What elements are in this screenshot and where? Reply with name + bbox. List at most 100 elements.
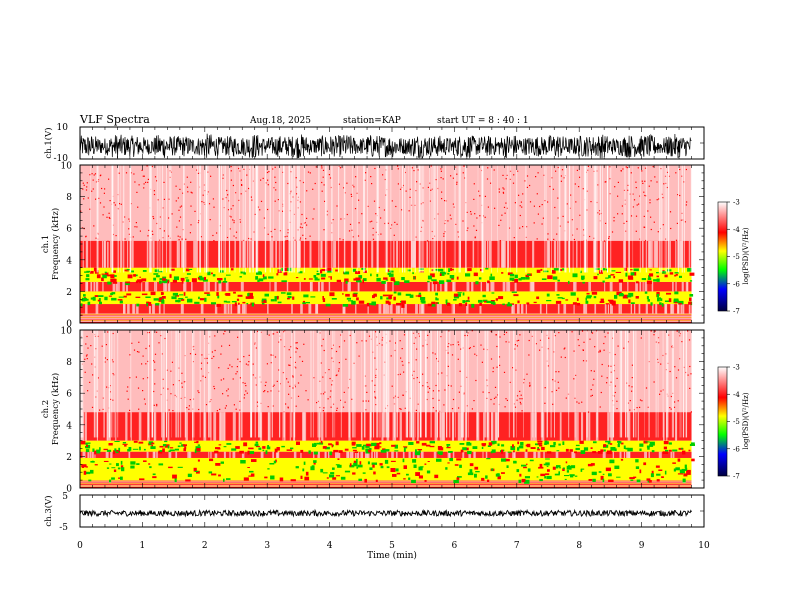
band-patch — [546, 475, 552, 480]
speckle — [331, 357, 333, 359]
band-patch — [139, 446, 141, 451]
speckle — [376, 336, 378, 338]
band-patch — [565, 299, 569, 301]
speckle — [589, 338, 591, 340]
band-patch — [117, 299, 123, 301]
speckle — [90, 345, 92, 347]
gap — [90, 281, 93, 292]
band-speckle-5.2-10 — [80, 165, 692, 242]
speckle — [219, 408, 221, 410]
band-patch — [194, 470, 199, 472]
speckle — [381, 339, 383, 341]
speckle — [99, 202, 102, 204]
speckle — [411, 374, 413, 376]
speckle — [417, 169, 419, 171]
gap — [274, 281, 277, 292]
speckle — [535, 176, 537, 178]
speckle — [245, 390, 247, 392]
band-patch — [429, 441, 435, 444]
speckle — [610, 371, 612, 373]
speckle — [476, 217, 478, 219]
band-patch — [187, 298, 193, 303]
gap — [574, 412, 578, 441]
speckle — [593, 370, 595, 372]
speckle — [409, 188, 411, 190]
band-patch — [560, 268, 563, 271]
band-patch — [658, 469, 663, 471]
speckle — [399, 373, 401, 375]
speckle — [353, 362, 355, 364]
speckle — [552, 188, 554, 190]
speckle — [526, 175, 529, 177]
band-patch — [505, 458, 510, 462]
speckle — [124, 238, 126, 240]
band-patch — [162, 276, 166, 281]
gap — [156, 451, 158, 458]
band-patch — [445, 467, 448, 470]
gap — [573, 304, 575, 314]
band-patch — [158, 463, 164, 466]
band-patch — [590, 463, 595, 466]
band-patch — [110, 292, 114, 296]
speckle — [458, 236, 460, 238]
speckle — [609, 193, 611, 195]
gap — [600, 240, 603, 268]
speckle — [519, 205, 521, 207]
speckle — [287, 232, 289, 234]
x-tick-label-10: 10 — [698, 541, 710, 551]
speckle — [254, 342, 256, 344]
speckle — [464, 334, 466, 337]
band-patch — [599, 301, 605, 303]
speckle — [629, 400, 631, 402]
speckle — [547, 348, 549, 350]
speckle — [623, 222, 625, 224]
speckle — [340, 334, 342, 336]
speckle — [662, 224, 664, 226]
speckle — [372, 238, 375, 240]
speckle — [282, 372, 284, 374]
band-patch — [401, 277, 405, 281]
gap — [243, 304, 246, 314]
band-patch — [344, 448, 349, 451]
gap — [435, 281, 437, 292]
speckle — [344, 192, 346, 194]
speckle — [498, 191, 500, 193]
gap — [491, 281, 495, 292]
speckle — [653, 381, 655, 383]
gap — [127, 240, 129, 268]
speckle — [429, 387, 431, 389]
speckle — [650, 180, 652, 182]
gap — [163, 281, 166, 292]
band-patch — [586, 295, 592, 298]
band-patch — [614, 448, 617, 451]
band-patch — [482, 299, 488, 302]
colorbar-tick-label: -5 — [733, 418, 740, 426]
band-patch — [86, 445, 88, 447]
speckle — [309, 235, 311, 237]
speckle — [502, 187, 504, 189]
speckle — [498, 356, 501, 358]
band-patch — [486, 300, 492, 303]
band-patch — [606, 450, 612, 455]
speckle — [255, 384, 257, 386]
speckle — [415, 359, 417, 361]
band-patch — [675, 273, 678, 276]
band-fill — [80, 440, 692, 452]
speckle — [644, 194, 646, 197]
x-tick-label-3: 3 — [264, 541, 270, 551]
speckle — [471, 408, 473, 410]
speckle — [232, 378, 234, 380]
speckle — [327, 398, 329, 400]
speckle — [296, 186, 298, 188]
x-tick-label-2: 2 — [202, 541, 208, 551]
band-patch — [239, 276, 242, 278]
speckle — [514, 344, 516, 346]
band-fill — [80, 480, 692, 488]
speckle — [650, 228, 652, 231]
speckle — [145, 347, 147, 350]
gap — [452, 412, 454, 441]
band-patch — [662, 451, 668, 454]
band-patch — [674, 274, 677, 277]
speckle — [498, 188, 500, 190]
speckle — [87, 197, 89, 199]
